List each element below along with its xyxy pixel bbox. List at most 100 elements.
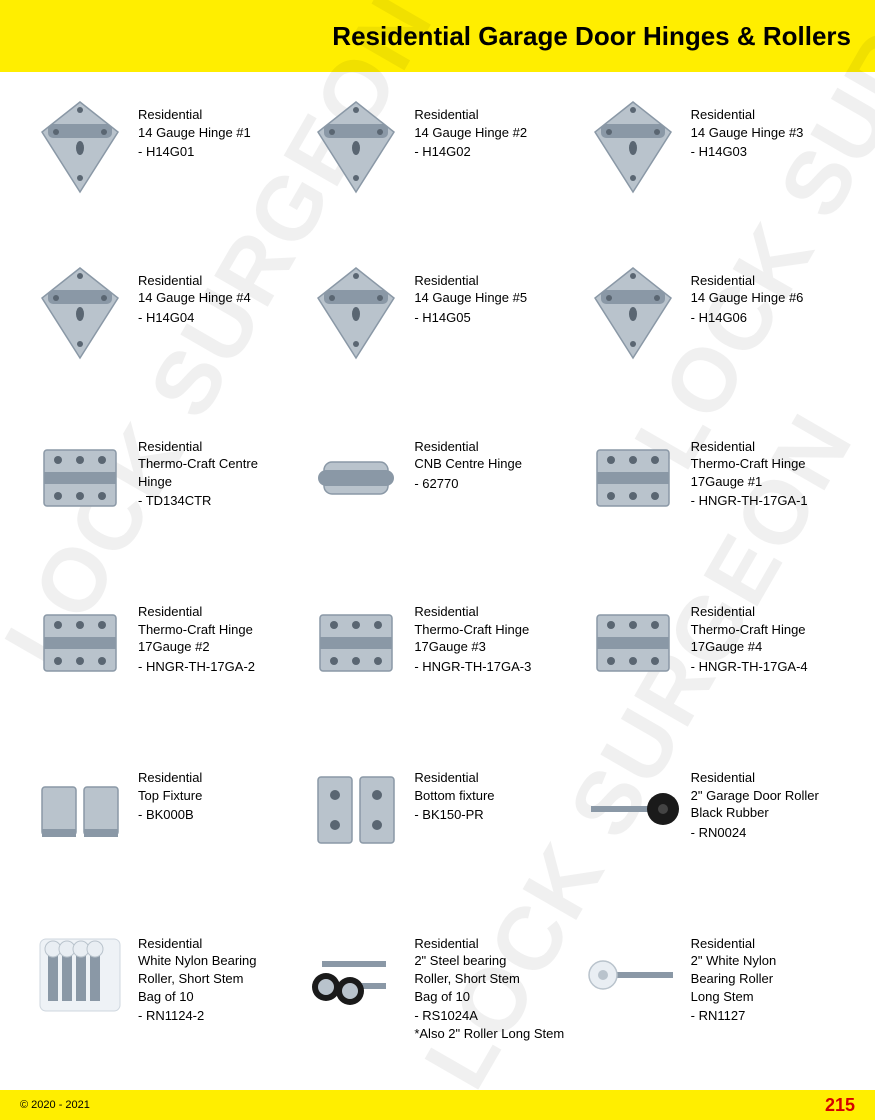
product-item: Residential14 Gauge Hinge #4- H14G04 — [30, 262, 292, 400]
product-text-line: Residential — [414, 438, 522, 456]
product-sku: - RS1024A — [414, 1007, 564, 1025]
product-description: ResidentialThermo-Craft Hinge17Gauge #4-… — [691, 593, 808, 675]
product-description: Residential2" White NylonBearing RollerL… — [691, 925, 777, 1025]
product-sku: - RN0024 — [691, 824, 819, 842]
product-text-line: 14 Gauge Hinge #6 — [691, 289, 804, 307]
product-image — [306, 96, 406, 196]
product-text-line: Residential — [691, 106, 804, 124]
product-description: ResidentialThermo-Craft Hinge17Gauge #3-… — [414, 593, 531, 675]
product-description: ResidentialThermo-Craft CentreHinge- TD1… — [138, 428, 258, 510]
page-footer: © 2020 - 2021 215 — [0, 1090, 875, 1120]
product-text-line: Residential — [138, 106, 251, 124]
product-item: Residential14 Gauge Hinge #6 - H14G06 — [583, 262, 845, 400]
product-sku: - H14G04 — [138, 309, 251, 327]
product-text-line: Residential — [691, 935, 777, 953]
page-header: Residential Garage Door Hinges & Rollers — [0, 0, 875, 72]
product-item: Residential2" Garage Door RollerBlack Ru… — [583, 759, 845, 897]
product-text-line: Hinge — [138, 473, 258, 491]
product-text-line: Thermo-Craft Hinge — [138, 621, 255, 639]
product-text-line: 17Gauge #4 — [691, 638, 808, 656]
product-image — [583, 262, 683, 362]
product-item: Residential14 Gauge Hinge #2- H14G02 — [306, 96, 568, 234]
product-description: ResidentialCNB Centre Hinge - 62770 — [414, 428, 522, 493]
product-description: ResidentialWhite Nylon BearingRoller, Sh… — [138, 925, 257, 1025]
product-sku: - TD134CTR — [138, 492, 258, 510]
product-image — [306, 593, 406, 693]
product-item: Residential2" Steel bearingRoller, Short… — [306, 925, 568, 1080]
product-text-line: Bearing Roller — [691, 970, 777, 988]
product-text-line: Bag of 10 — [138, 989, 194, 1004]
product-item: ResidentialBottom fixture- BK150-PR — [306, 759, 568, 897]
product-text-line: Residential — [414, 935, 564, 953]
product-sku: - HNGR-TH-17GA-4 — [691, 658, 808, 676]
product-text-line: Residential — [138, 603, 255, 621]
product-text-line: 2" Steel bearing — [414, 952, 564, 970]
product-text-line: 14 Gauge Hinge #3 — [691, 124, 804, 142]
product-item: Residential14 Gauge Hinge #3- H14G03 — [583, 96, 845, 234]
product-sku: - H14G05 — [414, 309, 527, 327]
product-sku: - H14G06 — [691, 309, 804, 327]
product-text-line: Residential — [138, 438, 258, 456]
product-item: Residential2" White NylonBearing RollerL… — [583, 925, 845, 1080]
product-text-line: Thermo-Craft Hinge — [691, 455, 808, 473]
product-description: ResidentialThermo-Craft Hinge17Gauge #1-… — [691, 428, 808, 510]
product-description: Residential14 Gauge Hinge #4- H14G04 — [138, 262, 251, 327]
product-image — [583, 925, 683, 1025]
product-item: ResidentialThermo-Craft Hinge17Gauge #1-… — [583, 428, 845, 566]
product-text-line: Roller, Short Stem — [138, 970, 257, 988]
product-text-line: 2" Garage Door Roller — [691, 787, 819, 805]
product-image — [30, 593, 130, 693]
product-text-line: Black Rubber — [691, 804, 819, 822]
product-text-line: Residential — [414, 603, 531, 621]
product-text-line: Residential — [691, 438, 808, 456]
product-text-line: Residential — [138, 272, 251, 290]
product-image — [306, 262, 406, 362]
product-text-line: Thermo-Craft Hinge — [691, 621, 808, 639]
product-item: ResidentialWhite Nylon BearingRoller, Sh… — [30, 925, 292, 1080]
product-sku: - HNGR-TH-17GA-2 — [138, 658, 255, 676]
product-sku: - RN1124-2 — [138, 1007, 257, 1025]
product-text-line: CNB Centre Hinge — [414, 455, 522, 473]
product-sku: - HNGR-TH-17GA-3 — [414, 658, 531, 676]
catalog-page: LOCK SURGEON LOCK SURGEON LOCK SURGEON R… — [0, 0, 875, 1120]
product-image — [583, 593, 683, 693]
product-sku: - H14G02 — [414, 143, 527, 161]
product-image — [583, 759, 683, 859]
product-text-line: Residential — [138, 935, 257, 953]
product-item: Residential14 Gauge Hinge #5- H14G05 — [306, 262, 568, 400]
product-item: ResidentialCNB Centre Hinge - 62770 — [306, 428, 568, 566]
product-text-line: Roller, Short Stem — [414, 970, 564, 988]
product-image — [30, 428, 130, 528]
product-text-line: 14 Gauge Hinge #5 — [414, 289, 527, 307]
product-image — [30, 925, 130, 1025]
product-text-line: Residential — [691, 272, 804, 290]
product-text-line: Bag of 10 — [414, 989, 470, 1004]
product-text-line: 2" White Nylon — [691, 952, 777, 970]
product-note: *Also 2" Roller Long Stem — [414, 1025, 564, 1043]
product-grid: Residential14 Gauge Hinge #1- H14G01 Res… — [0, 72, 875, 1090]
product-description: Residential14 Gauge Hinge #2- H14G02 — [414, 96, 527, 161]
product-text-line: 14 Gauge Hinge #1 — [138, 124, 251, 142]
product-text-line: Bottom fixture — [414, 787, 494, 805]
product-description: Residential2" Garage Door RollerBlack Ru… — [691, 759, 819, 841]
product-text-line: Top Fixture — [138, 787, 202, 805]
product-text-line: Residential — [138, 769, 202, 787]
copyright-text: © 2020 - 2021 — [20, 1099, 90, 1111]
product-text-line: Residential — [414, 769, 494, 787]
product-description: Residential14 Gauge Hinge #1- H14G01 — [138, 96, 251, 161]
product-text-line: Long Stem — [691, 989, 754, 1004]
product-image — [30, 262, 130, 362]
product-item: ResidentialThermo-Craft Hinge17Gauge #2-… — [30, 593, 292, 731]
product-image — [30, 759, 130, 859]
product-text-line: Residential — [691, 769, 819, 787]
product-sku: - H14G01 — [138, 143, 251, 161]
product-item: ResidentialThermo-Craft Hinge17Gauge #3-… — [306, 593, 568, 731]
product-image — [583, 428, 683, 528]
product-image — [306, 759, 406, 859]
product-description: Residential2" Steel bearingRoller, Short… — [414, 925, 564, 1042]
product-sku: - 62770 — [414, 475, 522, 493]
product-image — [30, 96, 130, 196]
product-image — [306, 428, 406, 528]
product-description: Residential14 Gauge Hinge #5- H14G05 — [414, 262, 527, 327]
product-item: ResidentialTop Fixture- BK000B — [30, 759, 292, 897]
